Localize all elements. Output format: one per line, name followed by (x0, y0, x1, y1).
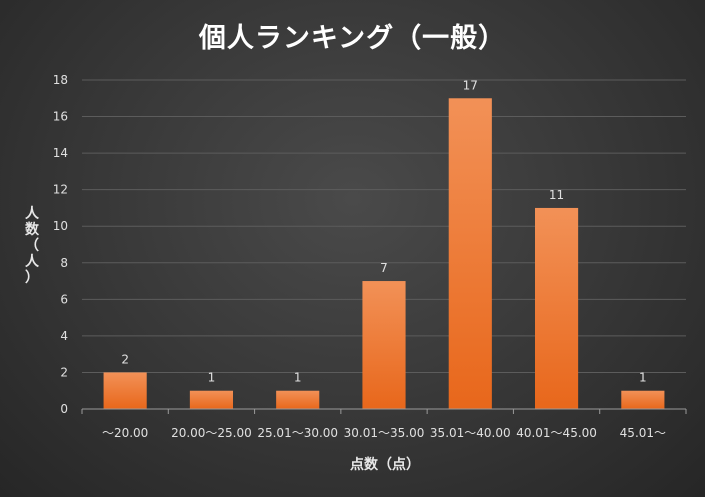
bar-1 (103, 372, 147, 409)
bar-5 (448, 98, 492, 410)
data-label-1: 2 (121, 352, 129, 366)
bar-7 (621, 390, 665, 409)
data-label-3: 1 (294, 371, 302, 385)
y-tick-label: 0 (60, 402, 68, 416)
bar-2 (189, 390, 233, 409)
x-tick-label-3: 25.01～30.00 (257, 426, 338, 440)
x-tick-label-4: 30.01～35.00 (344, 426, 425, 440)
bar-layer (103, 98, 665, 410)
y-tick-label: 18 (53, 73, 68, 87)
bar-3 (276, 390, 320, 409)
x-tick-label-6: 40.01～45.00 (516, 426, 597, 440)
bar-6 (535, 207, 579, 409)
chart-title: 個人ランキング（一般） (198, 23, 507, 54)
y-tick-label: 8 (60, 256, 68, 270)
y-tick-label: 2 (60, 365, 68, 379)
bar-4 (362, 281, 406, 409)
data-label-7: 1 (639, 371, 647, 385)
y-tick-label: 16 (53, 110, 68, 124)
x-tick-label-2: 20.00～25.00 (171, 426, 252, 440)
x-tick-label-1: ～20.00 (102, 426, 148, 440)
y-axis-label: 人 数 （ 人 ） (25, 206, 39, 286)
y-tick-label: 6 (60, 292, 68, 306)
data-label-6: 11 (549, 188, 564, 202)
x-axis-label: 点数（点） (350, 457, 420, 473)
data-label-5: 17 (463, 78, 478, 92)
y-tick-label: 10 (53, 219, 68, 233)
x-tick-label-7: 45.01～ (620, 426, 666, 440)
y-tick-label: 4 (60, 329, 68, 343)
y-tick-label: 12 (53, 183, 68, 197)
data-label-4: 7 (380, 261, 388, 275)
data-label-2: 1 (208, 371, 216, 385)
x-tick-label-5: 35.01～40.00 (430, 426, 511, 440)
y-tick-label: 14 (53, 146, 68, 160)
